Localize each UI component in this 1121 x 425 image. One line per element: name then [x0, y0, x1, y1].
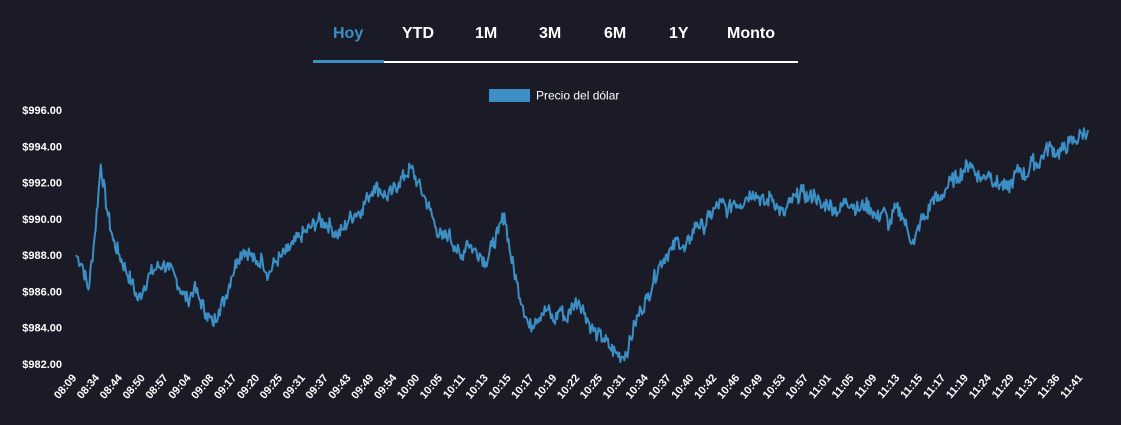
- x-tick-label: 09:08: [189, 372, 216, 401]
- tab-6m[interactable]: 6M: [604, 25, 627, 42]
- x-tick-label: 10:00: [395, 372, 422, 401]
- active-tab-indicator: [313, 60, 384, 63]
- tab-1y[interactable]: 1Y: [669, 25, 689, 42]
- y-tick-label: $990.00: [22, 214, 62, 226]
- x-tick-label: 08:09: [52, 372, 79, 401]
- x-tick-label: 11:09: [853, 372, 880, 401]
- legend-swatch: [489, 89, 530, 102]
- range-tabs: Hoy YTD 1M 3M 6M 1Y Monto: [313, 14, 798, 63]
- x-tick-label: 10:31: [601, 372, 628, 401]
- x-tick-label: 09:31: [281, 372, 308, 401]
- series-line: [75, 127, 1089, 364]
- x-tick-label: 09:17: [212, 372, 239, 401]
- x-tick-label: 10:49: [738, 372, 765, 401]
- y-tick-label: $988.00: [22, 250, 62, 262]
- x-tick-label: 08:44: [98, 372, 126, 402]
- x-tick-label: 11:29: [990, 372, 1017, 401]
- x-tick-label: 11:05: [830, 372, 857, 401]
- y-tick-label: $982.00: [22, 359, 62, 371]
- x-tick-label: 10:13: [464, 372, 491, 401]
- legend-label: Precio del dólar: [536, 89, 619, 103]
- x-tick-label: 09:54: [372, 372, 400, 402]
- tab-3m[interactable]: 3M: [539, 25, 562, 42]
- x-tick-label: 10:34: [624, 372, 652, 402]
- x-tick-label: 09:43: [326, 372, 353, 401]
- x-tick-label: 11:19: [944, 372, 971, 401]
- x-tick-label: 11:17: [921, 372, 948, 401]
- x-tick-label: 11:31: [1013, 372, 1040, 401]
- x-tick-label: 09:49: [349, 372, 376, 401]
- y-tick-label: $992.00: [22, 178, 62, 190]
- tab-monto[interactable]: Monto: [727, 25, 775, 42]
- series-layer: [75, 127, 1089, 364]
- x-tick-label: 10:53: [761, 372, 788, 401]
- x-tick-label: 11:24: [967, 372, 994, 401]
- x-tick-label: 11:15: [898, 372, 925, 401]
- x-tick-label: 11:13: [875, 372, 902, 401]
- x-tick-label: 09:25: [258, 372, 285, 401]
- x-tick-label: 10:25: [578, 372, 605, 401]
- y-tick-label: $994.00: [22, 141, 62, 153]
- x-tick-label: 08:34: [75, 372, 103, 402]
- tab-hoy[interactable]: Hoy: [333, 25, 364, 42]
- x-tick-label: 09:20: [235, 372, 262, 401]
- x-tick-label: 09:37: [304, 372, 331, 401]
- tab-1m[interactable]: 1M: [475, 25, 498, 42]
- y-tick-label: $996.00: [22, 105, 62, 117]
- y-tick-label: $986.00: [22, 286, 62, 298]
- x-tick-label: 11:41: [1058, 372, 1085, 401]
- x-tick-label: 11:01: [807, 372, 834, 401]
- x-tick-label: 09:04: [166, 372, 194, 402]
- tab-ytd[interactable]: YTD: [402, 25, 434, 42]
- x-tick-label: 10:40: [669, 372, 696, 401]
- x-tick-label: 10:11: [441, 372, 468, 401]
- x-tick-label: 10:42: [692, 372, 719, 401]
- x-tick-label: 10:22: [555, 372, 582, 401]
- x-tick-label: 11:36: [1036, 372, 1063, 401]
- x-tick-label: 10:15: [486, 372, 513, 401]
- x-tick-label: 10:57: [784, 372, 811, 401]
- x-axis: 08:0908:3408:4408:5008:5709:0409:0809:17…: [52, 372, 1085, 402]
- y-tick-label: $984.00: [22, 323, 62, 335]
- x-tick-label: 10:17: [509, 372, 536, 401]
- x-tick-label: 10:46: [715, 372, 742, 401]
- x-tick-label: 10:37: [646, 372, 673, 401]
- x-tick-label: 08:50: [121, 372, 148, 401]
- x-tick-label: 10:19: [532, 372, 559, 401]
- x-tick-label: 10:05: [418, 372, 445, 401]
- x-tick-label: 08:57: [143, 372, 170, 401]
- y-axis: $982.00 $984.00 $986.00 $988.00 $990.00 $992.…: [22, 105, 62, 371]
- legend: Precio del dólar: [489, 89, 619, 103]
